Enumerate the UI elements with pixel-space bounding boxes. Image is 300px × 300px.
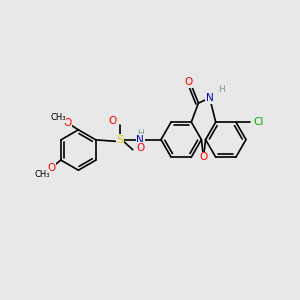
- Text: O: O: [64, 118, 72, 128]
- Text: CH₃: CH₃: [50, 113, 65, 122]
- Text: O: O: [47, 163, 55, 173]
- Text: O: O: [108, 116, 117, 126]
- Text: N: N: [136, 135, 144, 145]
- Text: H: H: [218, 85, 224, 94]
- Text: O: O: [200, 152, 208, 162]
- Text: O: O: [137, 143, 145, 153]
- Text: CH₃: CH₃: [34, 169, 50, 178]
- Text: S: S: [116, 135, 124, 145]
- Text: O: O: [184, 77, 192, 87]
- Text: N: N: [206, 93, 214, 103]
- Text: Cl: Cl: [253, 117, 264, 127]
- Text: H: H: [137, 129, 144, 138]
